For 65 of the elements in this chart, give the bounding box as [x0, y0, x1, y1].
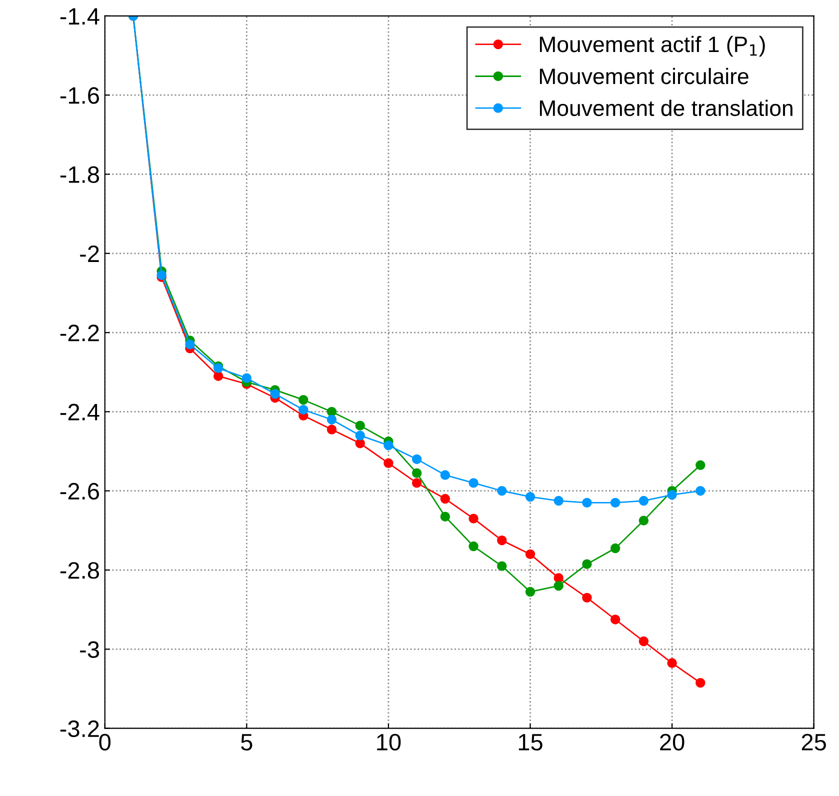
point	[525, 549, 536, 560]
x-tick-label: 10	[377, 734, 401, 751]
point	[440, 470, 450, 480]
y-tick-label: -1.4	[60, 8, 100, 24]
point	[440, 512, 450, 522]
point	[638, 516, 649, 526]
point	[242, 373, 252, 383]
point	[610, 614, 620, 624]
point	[468, 514, 478, 524]
y-tick-label: -3	[80, 641, 99, 658]
point	[610, 543, 620, 554]
point	[667, 658, 677, 668]
point	[525, 586, 536, 597]
y-tick-label: -2.2	[60, 324, 99, 342]
y-tick-label: -2.8	[60, 562, 99, 579]
point	[440, 494, 450, 504]
y-tick-label: -2.4	[60, 404, 100, 420]
x-tick-label: 25	[802, 734, 826, 751]
x-tick-label: 20	[660, 734, 684, 751]
point	[638, 636, 649, 646]
point	[554, 496, 564, 506]
legend-label: Mouvement de translation	[540, 100, 792, 116]
point	[412, 468, 422, 478]
y-tick-label: -3.2	[60, 720, 99, 738]
point	[355, 420, 365, 430]
point	[525, 492, 536, 502]
point	[638, 496, 649, 506]
legend-label: Mouvement actif 1 (P$_{1}$)	[540, 36, 765, 57]
point	[468, 478, 478, 488]
point	[412, 478, 422, 488]
y-tick-label: -2.6	[60, 482, 99, 500]
point	[326, 406, 337, 417]
point	[298, 404, 308, 415]
point	[326, 414, 337, 424]
point	[554, 573, 564, 583]
point	[582, 498, 592, 508]
legend-label: Mouvement circulaire	[540, 68, 748, 84]
point	[696, 460, 706, 470]
point	[582, 559, 592, 569]
y-tick-label: -1.8	[60, 166, 99, 184]
point	[696, 678, 706, 688]
point	[468, 541, 478, 552]
point	[298, 394, 308, 405]
x-tick-label: 15	[518, 734, 542, 751]
point	[185, 340, 195, 350]
point	[582, 592, 592, 603]
point	[384, 440, 394, 450]
point	[384, 458, 394, 468]
point	[355, 430, 365, 440]
point	[554, 580, 564, 591]
point	[497, 486, 507, 496]
point	[213, 371, 224, 381]
point	[355, 438, 365, 448]
point	[412, 454, 422, 464]
point	[696, 486, 706, 496]
point	[497, 561, 507, 571]
point	[497, 535, 507, 546]
x-tick-label: 5	[241, 734, 252, 751]
y-tick-label: -2	[80, 245, 99, 262]
x-tick-label: 0	[99, 734, 111, 751]
point	[326, 424, 337, 434]
point	[667, 490, 677, 500]
point	[270, 389, 280, 399]
y-tick-label: -1.6	[60, 87, 99, 104]
point	[610, 498, 620, 508]
